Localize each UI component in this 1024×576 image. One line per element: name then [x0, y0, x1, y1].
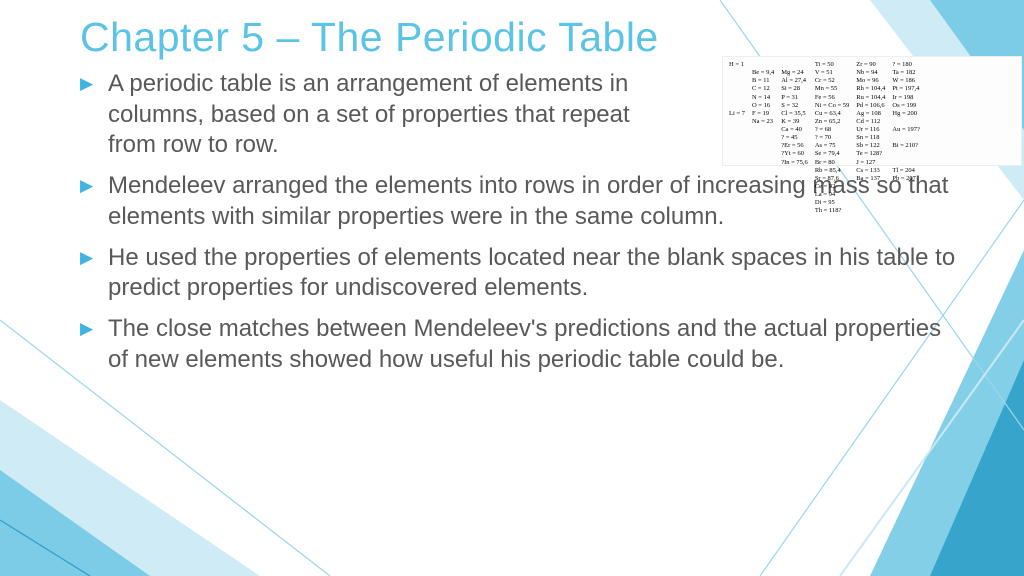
mt-col: H = 1 Li = 7 [729, 61, 745, 215]
mendeleev-columns: H = 1 Li = 7 Be = 9,4 B = 11 C = 12 N = … [729, 61, 1015, 215]
slide-title: Chapter 5 – The Periodic Table [80, 14, 964, 61]
mt-col: Be = 9,4 B = 11 C = 12 N = 14 O = 16 F =… [752, 61, 774, 215]
bullet-item: The close matches between Mendeleev's pr… [80, 314, 964, 375]
mt-col: ? = 180 Ta = 182 W = 186 Pt = 197,4 Ir =… [892, 61, 920, 215]
mt-col: Ti = 50 V = 51 Cr = 52 Mn = 55 Fe = 56 N… [815, 61, 849, 215]
mt-col: Mg = 24 Al = 27,4 Si = 28 P = 31 S = 32 … [781, 61, 808, 215]
mendeleev-table-image: H = 1 Li = 7 Be = 9,4 B = 11 C = 12 N = … [722, 56, 1022, 166]
mt-col: Zr = 90 Nb = 94 Mo = 96 Rh = 104,4 Ru = … [856, 61, 885, 215]
bullet-item: He used the properties of elements locat… [80, 243, 964, 304]
